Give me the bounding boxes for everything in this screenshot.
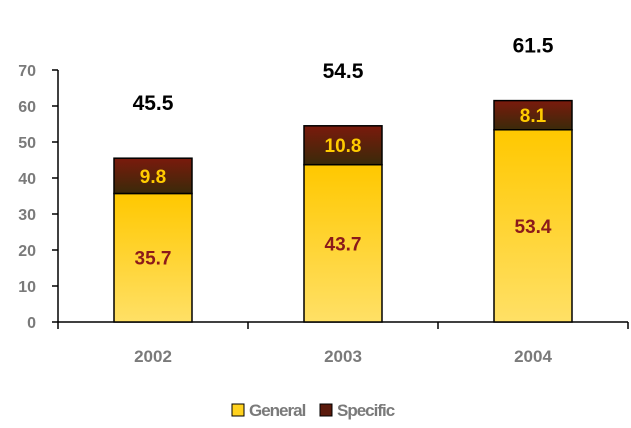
legend-swatch-specific: [319, 403, 333, 417]
y-tick-label: 10: [18, 279, 36, 296]
data-label-specific: 8.1: [520, 106, 547, 127]
y-tick-label: 20: [18, 243, 36, 260]
x-tick-label: 2002: [134, 347, 172, 366]
axes: 0 10 20 30 40 50 60 70 2002 2003 2004: [18, 63, 629, 366]
x-tick-label: 2003: [324, 347, 362, 366]
data-label-specific: 10.8: [325, 136, 362, 157]
data-label-general: 35.7: [135, 249, 172, 270]
legend-swatch-general: [231, 403, 245, 417]
bars: [113, 99, 573, 323]
bar-general-2003: [303, 163, 383, 323]
bar-specific-2002: [113, 157, 193, 195]
bar-general-2004: [493, 129, 573, 323]
y-tick-label: 0: [27, 315, 36, 332]
bar-specific-2003: [303, 125, 383, 166]
legend: General Specific: [231, 401, 396, 420]
bar-specific-2004: [493, 99, 573, 131]
y-tick-label: 40: [18, 171, 36, 188]
legend-label-specific: Specific: [337, 401, 395, 420]
data-label-specific: 9.8: [140, 167, 166, 188]
total-label: 61.5: [513, 35, 554, 58]
legend-label-general: General: [249, 401, 306, 420]
y-tick-label: 70: [18, 63, 36, 80]
bar-general-2002: [113, 192, 193, 323]
data-label-general: 53.4: [515, 217, 552, 238]
total-label: 45.5: [133, 92, 174, 115]
y-tick-label: 30: [18, 207, 36, 224]
total-label: 54.5: [323, 60, 364, 83]
y-tick-label: 50: [18, 135, 36, 152]
data-label-general: 43.7: [325, 234, 362, 255]
data-labels: 35.7 9.8 45.5 43.7 10.8 54.5 53.4 8.1 61.5: [133, 35, 554, 270]
y-tick-label: 60: [18, 99, 36, 116]
x-tick-label: 2004: [514, 347, 552, 366]
